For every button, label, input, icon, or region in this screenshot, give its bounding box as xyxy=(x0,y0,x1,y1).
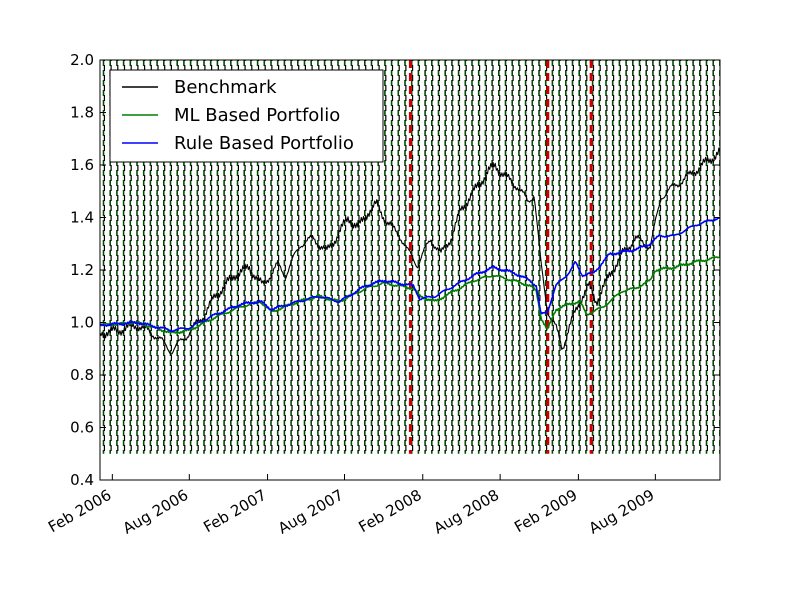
y-tick-label: 1.6 xyxy=(70,156,94,174)
legend: Benchmark ML Based Portfolio Rule Based Po… xyxy=(109,69,384,163)
y-tick-label: 0.4 xyxy=(70,471,94,489)
series-line xyxy=(100,216,720,333)
y-tick-label: 1.8 xyxy=(70,104,94,122)
y-tick-label: 0.8 xyxy=(70,366,94,384)
y-tick-label: 1.0 xyxy=(70,314,94,332)
y-tick-label: 0.6 xyxy=(70,419,94,437)
legend-label: Benchmark xyxy=(174,77,277,98)
y-tick-label: 1.2 xyxy=(70,261,94,279)
legend-box xyxy=(109,69,384,163)
series-line xyxy=(100,147,720,355)
y-tick-label: 1.4 xyxy=(70,209,94,227)
series-layer xyxy=(100,147,720,355)
legend-label: ML Based Portfolio xyxy=(174,105,340,126)
legend-label: Rule Based Portfolio xyxy=(174,133,354,154)
y-tick-label: 2.0 xyxy=(70,51,94,69)
